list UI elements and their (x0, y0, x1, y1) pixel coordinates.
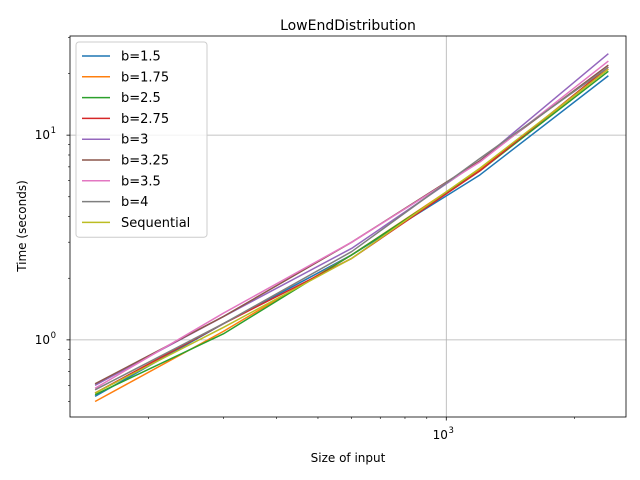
chart-title: LowEndDistribution (280, 18, 416, 34)
y-axis-label: Time (seconds) (15, 180, 29, 273)
legend-label: b=2.5 (121, 91, 161, 106)
legend-box (75, 41, 208, 238)
legend: b=1.5 b=1.75 b=2.5 b=2.75 b=3 b=3.25 b=3.5 b=4 S… (75, 41, 208, 238)
legend-label: b=3.25 (121, 154, 169, 169)
series-line-b-4 (94, 66, 609, 391)
legend-label: b=3.5 (121, 174, 161, 189)
x-axis-label: Size of input (311, 451, 386, 465)
series-lines (94, 53, 609, 403)
series-line-b-2-5 (94, 70, 609, 396)
plot-frame (69, 35, 627, 418)
legend-label: b=4 (121, 195, 148, 210)
legend-label: Sequential (121, 216, 190, 231)
legend-label: b=3 (121, 133, 148, 148)
legend-label: b=1.5 (121, 50, 161, 65)
series-line-sequential (94, 68, 609, 394)
legend-label: b=2.75 (121, 112, 169, 127)
legend-label: b=1.75 (121, 70, 169, 85)
